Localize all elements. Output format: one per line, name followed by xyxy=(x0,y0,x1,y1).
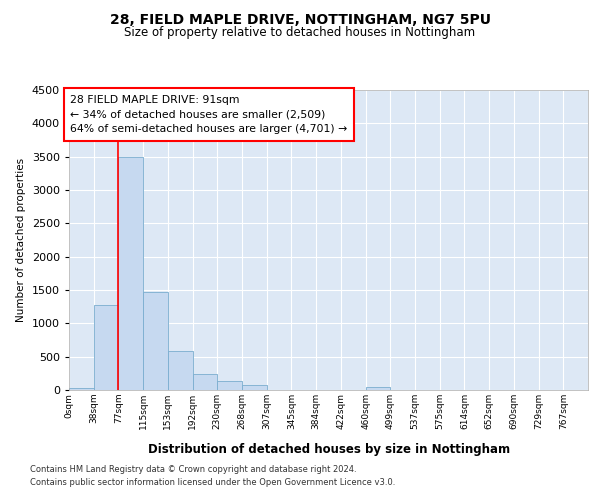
Bar xyxy=(94,304,118,390)
Text: 28 FIELD MAPLE DRIVE: 91sqm
← 34% of detached houses are smaller (2,509)
64% of : 28 FIELD MAPLE DRIVE: 91sqm ← 34% of det… xyxy=(70,94,347,134)
Text: Contains HM Land Registry data © Crown copyright and database right 2024.: Contains HM Land Registry data © Crown c… xyxy=(30,466,356,474)
Bar xyxy=(217,381,242,390)
Bar xyxy=(118,156,143,390)
Y-axis label: Number of detached properties: Number of detached properties xyxy=(16,158,26,322)
Bar xyxy=(69,388,94,390)
Bar xyxy=(143,292,168,390)
Text: 28, FIELD MAPLE DRIVE, NOTTINGHAM, NG7 5PU: 28, FIELD MAPLE DRIVE, NOTTINGHAM, NG7 5… xyxy=(110,12,491,26)
Text: Size of property relative to detached houses in Nottingham: Size of property relative to detached ho… xyxy=(124,26,476,39)
Text: Contains public sector information licensed under the Open Government Licence v3: Contains public sector information licen… xyxy=(30,478,395,487)
Bar xyxy=(168,352,193,390)
Text: Distribution of detached houses by size in Nottingham: Distribution of detached houses by size … xyxy=(148,442,510,456)
Bar xyxy=(193,374,217,390)
Bar xyxy=(242,385,267,390)
Bar xyxy=(365,386,390,390)
